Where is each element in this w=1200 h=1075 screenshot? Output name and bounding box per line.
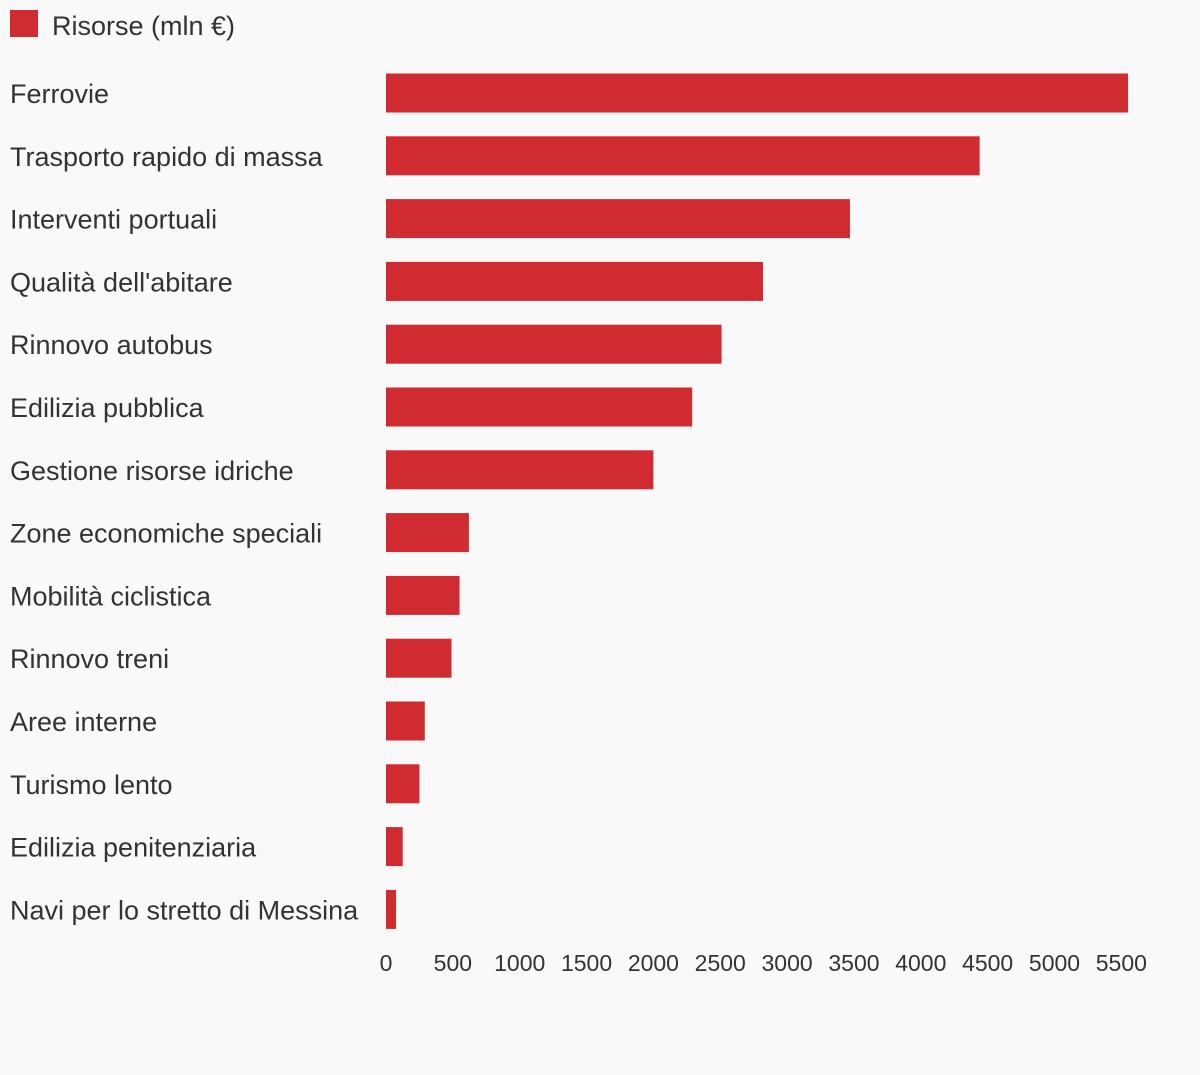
category-label: Gestione risorse idriche <box>10 456 294 486</box>
x-tick-label: 2500 <box>695 950 746 976</box>
x-tick-label: 2000 <box>628 950 679 976</box>
x-tick-label: 3500 <box>828 950 879 976</box>
category-label: Trasporto rapido di massa <box>10 142 324 172</box>
category-label: Ferrovie <box>10 79 109 109</box>
category-label: Rinnovo autobus <box>10 330 213 360</box>
category-label: Qualità dell'abitare <box>10 267 233 297</box>
x-tick-label: 1000 <box>494 950 545 976</box>
category-label: Aree interne <box>10 707 157 737</box>
bar <box>386 764 420 804</box>
category-label: Interventi portuali <box>10 205 217 235</box>
bar <box>386 575 460 615</box>
x-tick-label: 4500 <box>962 950 1013 976</box>
bar <box>386 638 452 678</box>
bar <box>386 513 469 553</box>
legend-label: Risorse (mln €) <box>52 11 236 41</box>
bar <box>386 387 693 427</box>
x-tick-label: 0 <box>380 950 393 976</box>
legend-swatch <box>10 10 38 37</box>
x-tick-label: 5500 <box>1096 950 1147 976</box>
x-tick-label: 4000 <box>895 950 946 976</box>
x-tick-label: 1500 <box>561 950 612 976</box>
x-tick-label: 5000 <box>1029 950 1080 976</box>
category-label: Zone economiche speciali <box>10 519 322 549</box>
bar <box>386 73 1129 113</box>
category-label: Rinnovo treni <box>10 644 169 674</box>
bar <box>386 889 397 929</box>
bar <box>386 324 722 364</box>
category-label: Edilizia penitenziaria <box>10 833 257 863</box>
category-label: Mobilità ciclistica <box>10 581 212 611</box>
bar <box>386 827 403 867</box>
category-label: Turismo lento <box>10 770 173 800</box>
bar <box>386 450 654 490</box>
category-label: Edilizia pubblica <box>10 393 205 423</box>
bar <box>386 701 425 741</box>
bar <box>386 136 980 176</box>
x-tick-label: 3000 <box>762 950 813 976</box>
category-label: Navi per lo stretto di Messina <box>10 895 359 925</box>
x-tick-label: 500 <box>434 950 472 976</box>
bar <box>386 261 764 301</box>
bar <box>386 199 850 239</box>
